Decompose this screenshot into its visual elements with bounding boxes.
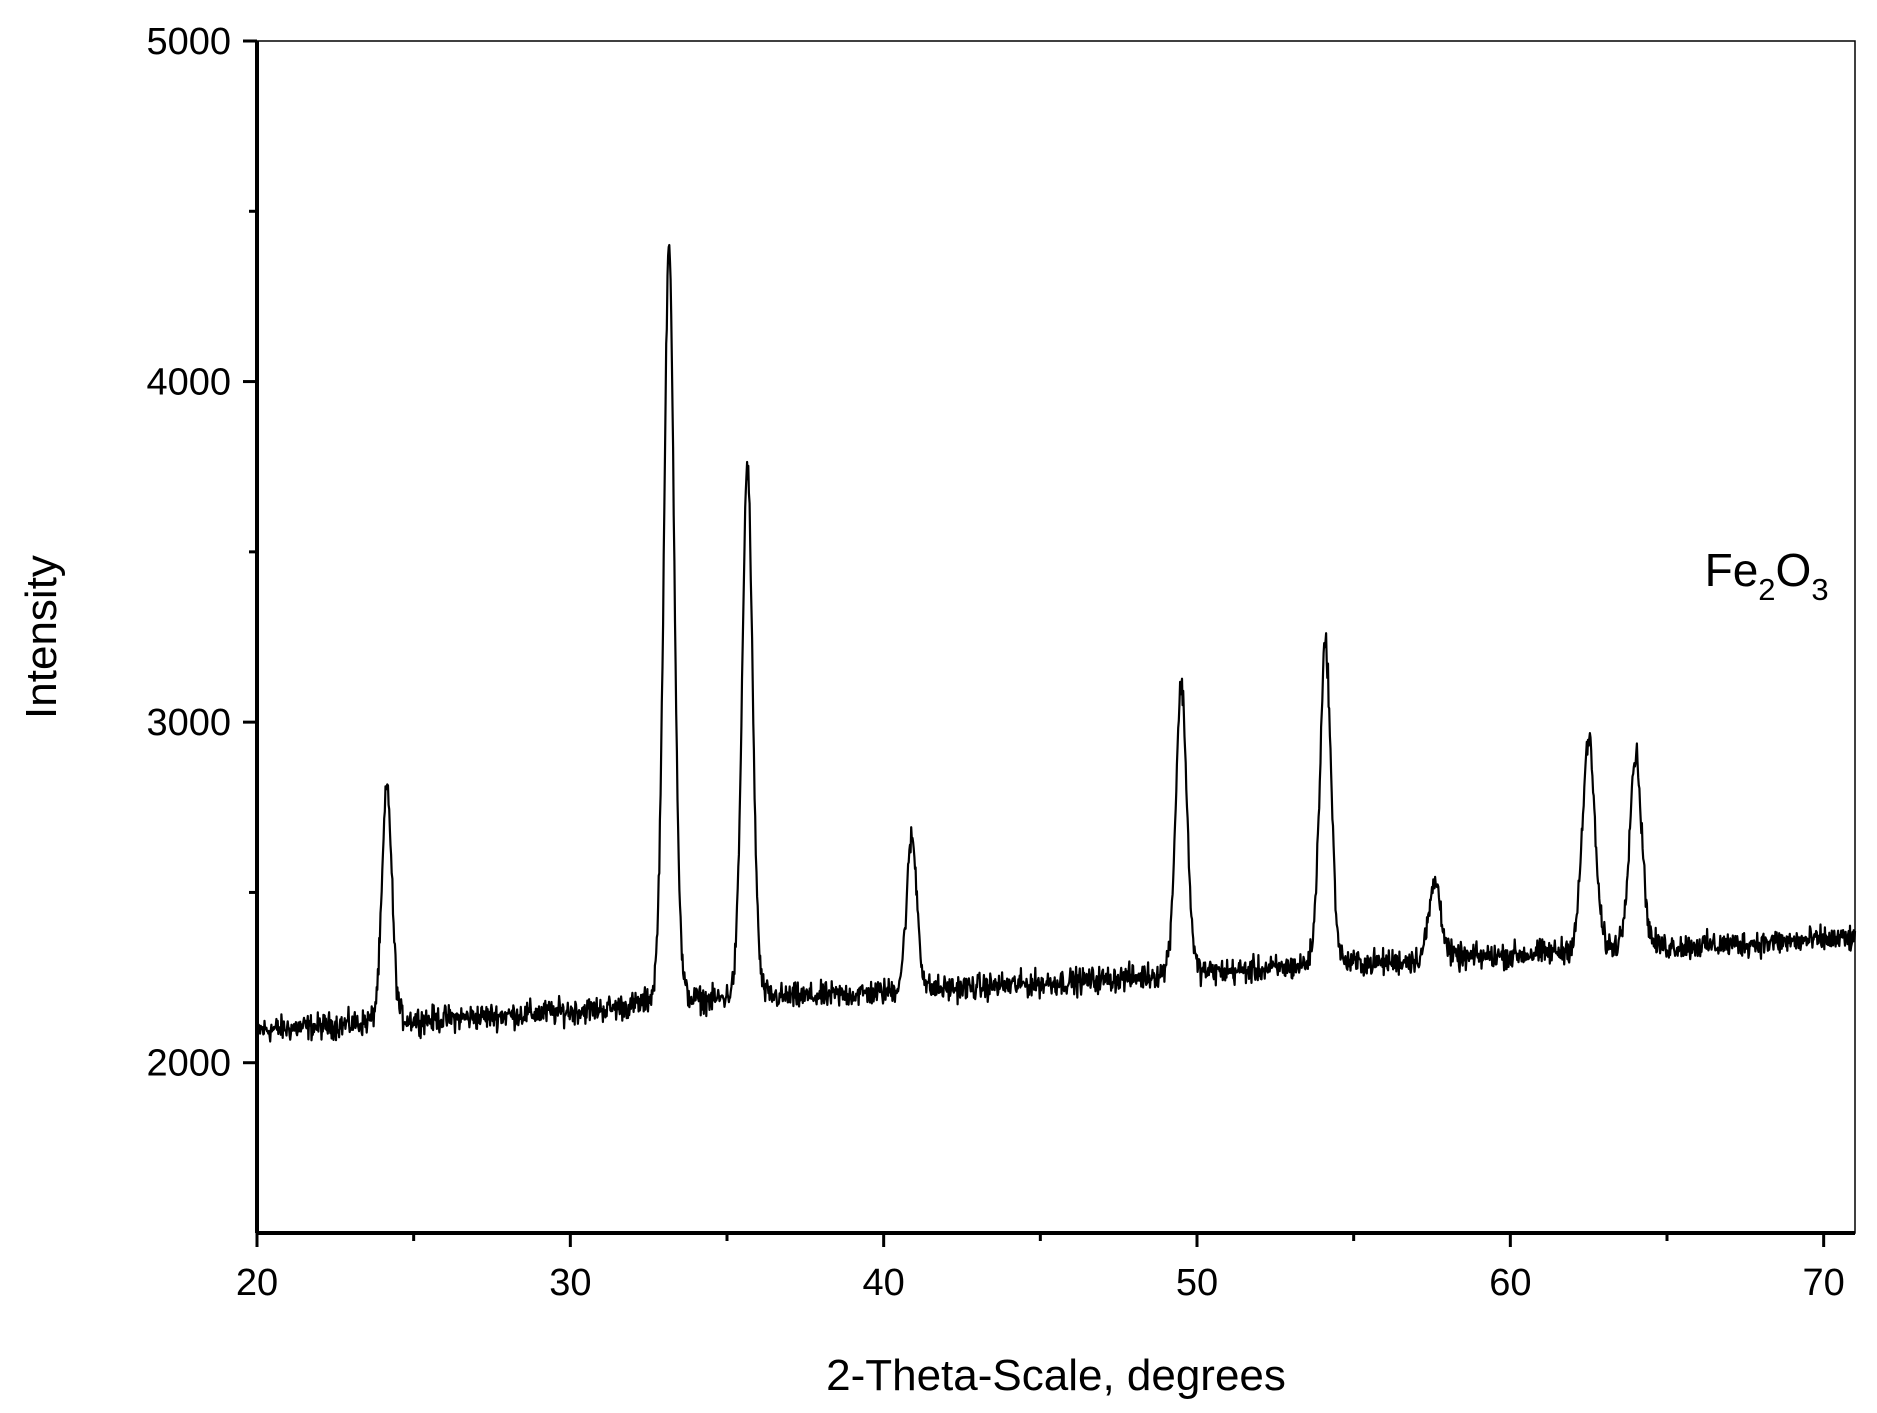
annotation-base-1: Fe [1705,544,1759,596]
annotation-sub-2: 3 [1811,572,1828,607]
x-tick-label: 40 [863,1262,905,1304]
annotation-sub-1: 2 [1758,572,1775,607]
plot-layer [255,243,1857,1043]
compound-annotation: Fe2O3 [1705,544,1829,607]
y-axis-label: Intensity [17,555,66,719]
plot-frame [256,40,1856,1234]
y-tick-label: 3000 [146,702,231,744]
x-axis-label: 2-Theta-Scale, degrees [826,1351,1286,1400]
y-tick-label: 2000 [146,1043,231,1085]
x-tick-label: 50 [1176,1262,1218,1304]
x-tick-label: 20 [236,1262,278,1304]
x-tick-label: 70 [1803,1262,1845,1304]
axes-layer: 20 30 40 50 60 70 2000 3000 4000 5000 [146,21,1856,1304]
series-line-0 [255,243,1857,1043]
y-tick-label: 5000 [146,21,231,63]
x-tick-label: 60 [1489,1262,1531,1304]
y-tick-label: 4000 [146,362,231,404]
annotation-base-2: O [1776,544,1812,596]
x-tick-label: 30 [549,1262,591,1304]
